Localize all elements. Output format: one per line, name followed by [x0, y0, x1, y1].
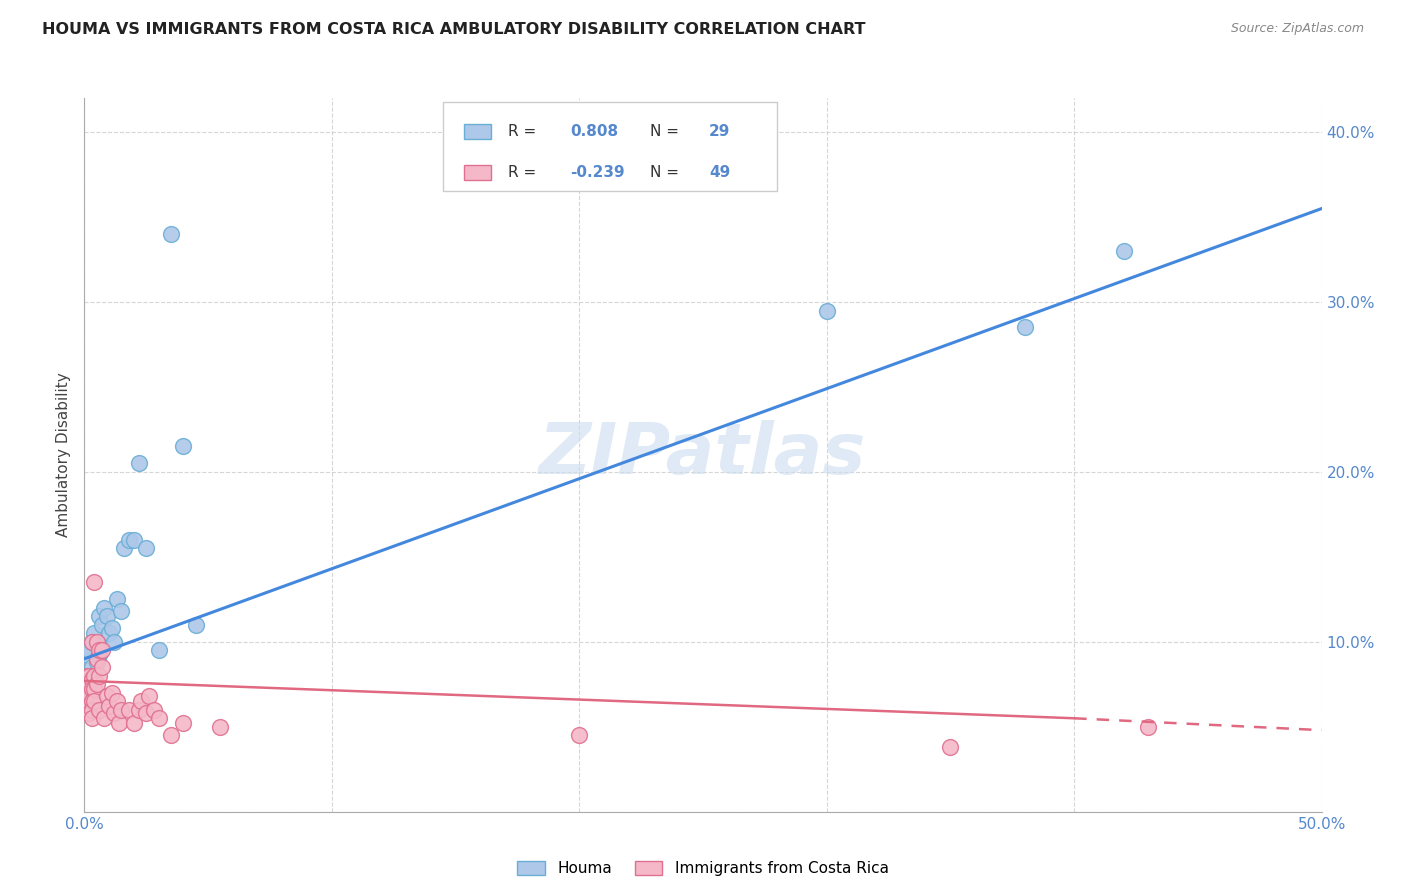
Point [89, 643, 111, 657]
Point [76, 648, 98, 663]
Point [128, 703, 150, 717]
Point [98, 626, 121, 640]
Point [86, 638, 108, 652]
Text: ZIPatlas: ZIPatlas [540, 420, 866, 490]
Point [1112, 244, 1135, 258]
Point [172, 439, 194, 453]
Point [209, 720, 232, 734]
Text: R =: R = [508, 165, 541, 180]
Point [79, 677, 101, 691]
Point [110, 703, 132, 717]
Point [79, 706, 101, 721]
Point [172, 716, 194, 731]
Text: N =: N = [650, 124, 683, 139]
Point [89, 669, 111, 683]
Point [80, 635, 103, 649]
Point [79, 669, 101, 683]
Text: Source: ZipAtlas.com: Source: ZipAtlas.com [1230, 22, 1364, 36]
Point [184, 617, 207, 632]
Point [89, 648, 111, 663]
Point [148, 643, 170, 657]
Point [89, 609, 111, 624]
Point [135, 541, 157, 556]
Point [105, 694, 128, 708]
Point [1014, 320, 1036, 334]
Point [160, 227, 183, 241]
Point [79, 689, 101, 703]
Point [100, 621, 122, 635]
Point [105, 592, 128, 607]
Text: 49: 49 [709, 165, 731, 180]
Legend: Houma, Immigrants from Costa Rica: Houma, Immigrants from Costa Rica [512, 855, 894, 882]
Point [96, 689, 118, 703]
Point [939, 740, 962, 755]
Point [76, 686, 98, 700]
Point [568, 728, 591, 742]
Point [76, 669, 98, 683]
Point [122, 533, 145, 547]
Point [76, 694, 98, 708]
Point [129, 694, 152, 708]
Point [103, 635, 125, 649]
Point [80, 672, 103, 686]
Text: -0.239: -0.239 [571, 165, 626, 180]
Text: 0.808: 0.808 [571, 124, 619, 139]
Point [96, 609, 118, 624]
Point [80, 703, 103, 717]
Point [93, 600, 115, 615]
Point [93, 711, 115, 725]
Point [76, 677, 98, 691]
Point [86, 652, 108, 666]
Point [138, 689, 160, 703]
Point [108, 716, 131, 731]
Point [80, 682, 103, 697]
Point [90, 617, 112, 632]
Point [89, 703, 111, 717]
Point [98, 699, 121, 714]
Point [83, 626, 105, 640]
Point [83, 682, 105, 697]
Point [103, 706, 125, 721]
Point [148, 711, 170, 725]
Point [128, 457, 150, 471]
Point [80, 635, 103, 649]
Point [86, 655, 108, 669]
Point [86, 677, 108, 691]
Point [100, 686, 122, 700]
Point [110, 604, 132, 618]
FancyBboxPatch shape [443, 102, 778, 191]
Text: N =: N = [650, 165, 683, 180]
FancyBboxPatch shape [464, 124, 492, 139]
Point [160, 728, 183, 742]
Point [80, 694, 103, 708]
Point [1137, 720, 1160, 734]
Point [122, 716, 145, 731]
FancyBboxPatch shape [464, 165, 492, 180]
Point [79, 643, 101, 657]
Text: 29: 29 [709, 124, 731, 139]
Point [80, 711, 103, 725]
Text: HOUMA VS IMMIGRANTS FROM COSTA RICA AMBULATORY DISABILITY CORRELATION CHART: HOUMA VS IMMIGRANTS FROM COSTA RICA AMBU… [42, 22, 866, 37]
Point [142, 703, 165, 717]
Point [79, 699, 101, 714]
Point [118, 703, 141, 717]
Point [83, 669, 105, 683]
Point [83, 575, 105, 590]
Y-axis label: Ambulatory Disability: Ambulatory Disability [56, 373, 72, 537]
Point [118, 533, 141, 547]
Point [86, 635, 108, 649]
Point [135, 706, 157, 721]
Point [815, 303, 838, 318]
Point [90, 643, 112, 657]
Point [80, 660, 103, 674]
Point [83, 694, 105, 708]
Point [90, 660, 112, 674]
Point [112, 541, 135, 556]
Text: R =: R = [508, 124, 541, 139]
